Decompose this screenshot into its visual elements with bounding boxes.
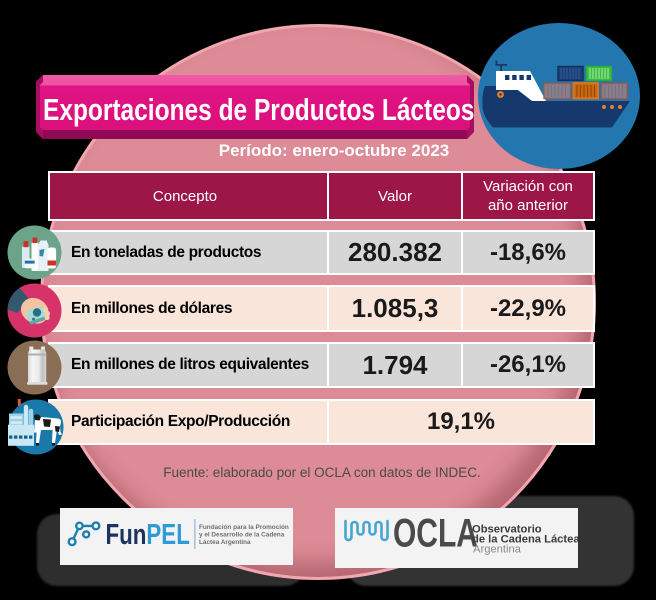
svg-text:Láctea Argentina: Láctea Argentina: [199, 539, 251, 546]
svg-text:Fundación para la Promoción: Fundación para la Promoción: [199, 524, 289, 531]
svg-text:y el Desarrollo de la Cadena: y el Desarrollo de la Cadena: [199, 532, 285, 539]
svg-text:Observatorio: Observatorio: [472, 524, 542, 536]
svg-text:FunPEL: FunPEL: [106, 519, 191, 550]
svg-text:de la Cadena Láctea: de la Cadena Láctea: [472, 534, 578, 546]
svg-text:Argentina: Argentina: [473, 544, 522, 556]
svg-text:OCLA: OCLA: [393, 512, 478, 556]
